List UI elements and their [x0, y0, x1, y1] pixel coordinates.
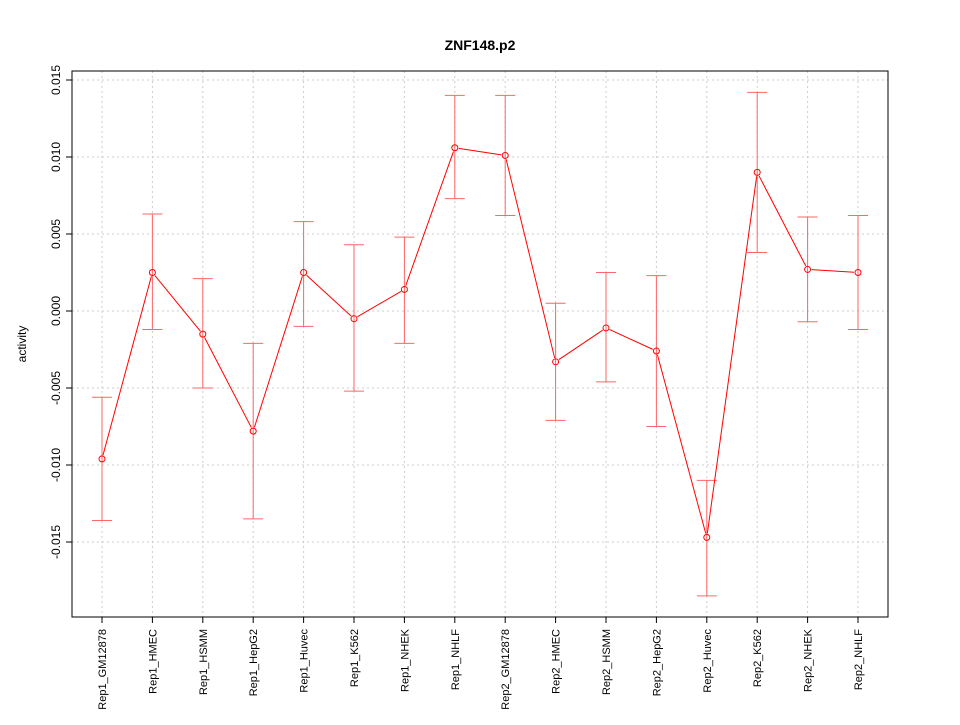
line-segment: [253, 276, 303, 428]
line-segment: [706, 176, 758, 534]
grid: [72, 71, 888, 617]
y-tick-label: 0.010: [49, 142, 63, 172]
data-point: [552, 358, 560, 366]
data-point: [501, 151, 509, 159]
y-tick-label: 0.005: [49, 219, 63, 249]
data-point: [753, 168, 761, 176]
x-tick-label: Rep2_GM12878: [500, 629, 512, 710]
data-point: [199, 330, 207, 338]
y-tick-label: -0.010: [49, 448, 63, 482]
line-segment: [405, 151, 454, 286]
data-point: [98, 455, 106, 463]
x-tick-label: Rep1_HMEC: [147, 629, 159, 694]
data-point: [249, 427, 257, 435]
x-tick-label: Rep1_NHEK: [399, 628, 411, 692]
chart-title: ZNF148.p2: [445, 37, 516, 53]
line-segment: [656, 354, 707, 534]
x-tick-label: Rep2_NHEK: [803, 628, 815, 692]
plot-frame: [71, 70, 889, 618]
y-tick-label: 0.000: [49, 296, 63, 326]
error-bars: [92, 91, 868, 597]
line-segment: [758, 175, 807, 267]
x-tick-label: Rep1_HepG2: [248, 629, 260, 696]
line-segment: [204, 337, 252, 428]
series-points: [98, 144, 862, 541]
data-point: [804, 265, 812, 273]
line-segment: [811, 269, 855, 273]
data-point: [854, 269, 862, 276]
data-point: [451, 144, 459, 152]
y-tick-label: -0.005: [49, 371, 63, 405]
data-point: [703, 533, 711, 541]
data-point: [400, 285, 408, 293]
data-point: [148, 269, 156, 276]
x-tick-label: Rep2_K562: [752, 629, 764, 687]
x-tick-label: Rep2_HepG2: [651, 629, 663, 696]
x-tick-label: Rep1_NHLF: [450, 629, 462, 690]
x-tick-label: Rep2_HSMM: [601, 629, 613, 695]
data-point: [602, 324, 610, 332]
series-line: [102, 147, 855, 534]
y-axis-label: activity: [15, 326, 29, 363]
line-segment: [505, 159, 556, 359]
x-tick-label: Rep2_HMEC: [551, 629, 563, 694]
line-segment: [102, 276, 152, 456]
line-segment: [357, 291, 402, 318]
data-point: [350, 315, 358, 323]
y-tick-label: 0.015: [49, 65, 63, 95]
line-segment: [558, 329, 603, 361]
line-segment: [609, 329, 653, 350]
line-segment: [306, 274, 352, 317]
data-point: [300, 269, 308, 276]
line-segment: [458, 147, 502, 156]
line-segment: [154, 275, 201, 332]
x-tick-label: Rep2_Huvec: [702, 629, 714, 693]
x-tick-label: Rep1_HSMM: [198, 629, 210, 695]
x-axis: Rep1_GM12878 Rep1_HMEC Rep1_HSMM Rep1_HepG2…: [97, 616, 865, 710]
x-tick-label: Rep1_GM12878: [97, 629, 109, 710]
x-tick-label: Rep1_Huvec: [299, 629, 311, 693]
data-point: [652, 347, 660, 355]
x-tick-label: Rep2_NHLF: [853, 629, 865, 690]
y-axis: -0.015 -0.010 -0.005 0.000 0.005 0.010 0.015: [49, 65, 73, 559]
y-tick-label: -0.015: [49, 525, 63, 559]
x-tick-label: Rep1_K562: [349, 629, 361, 687]
